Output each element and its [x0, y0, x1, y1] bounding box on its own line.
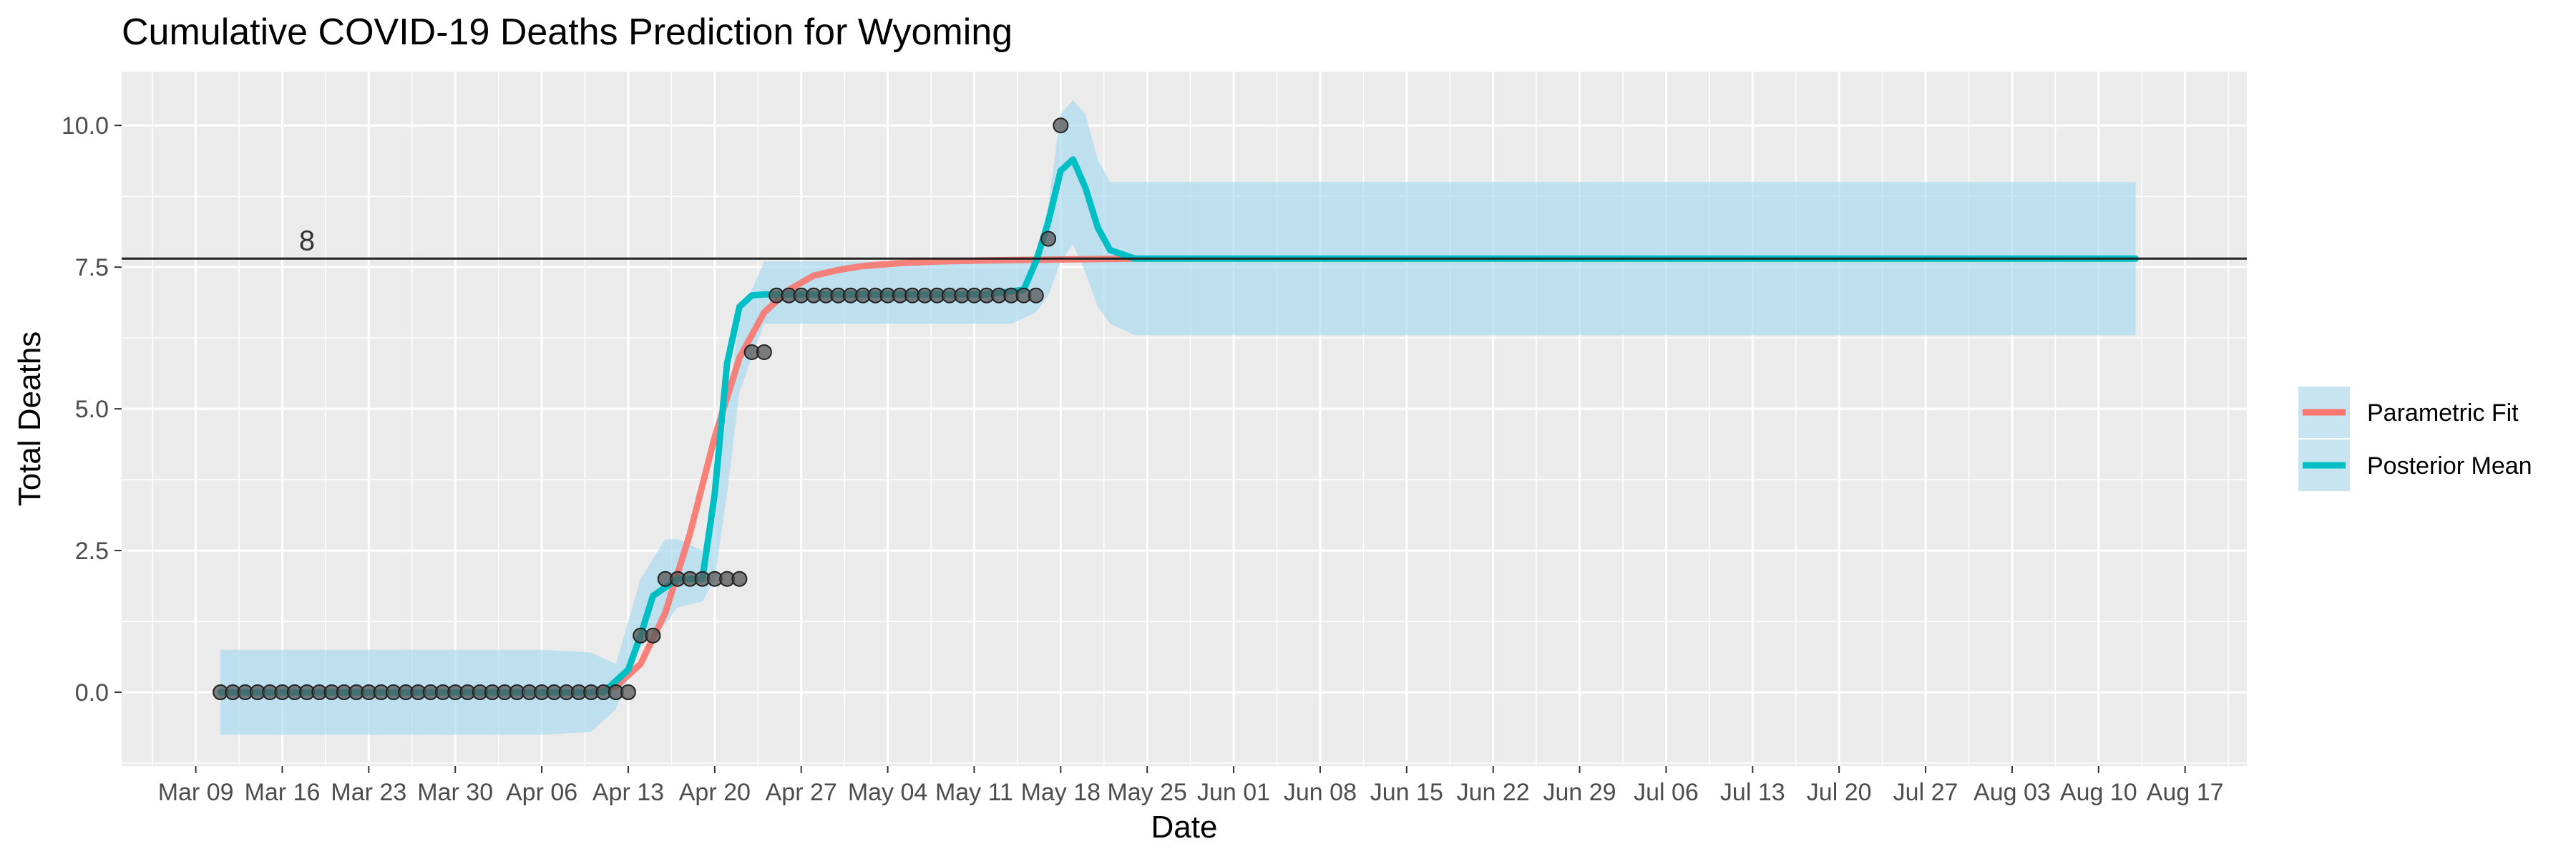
x-tick-label: Aug 10 — [2060, 779, 2137, 806]
x-tick-label: Jul 13 — [1720, 779, 1785, 806]
x-tick-label: Jul 27 — [1893, 779, 1958, 806]
chart-title: Cumulative COVID-19 Deaths Prediction fo… — [122, 11, 1013, 53]
x-tick-label: Mar 16 — [245, 779, 321, 806]
data-point — [731, 571, 748, 587]
x-tick-label: Jun 22 — [1457, 779, 1530, 806]
x-tick-label: Aug 03 — [1974, 779, 2051, 806]
data-point — [645, 627, 661, 644]
data-point — [1028, 287, 1044, 304]
data-point — [1040, 230, 1057, 247]
data-point — [1053, 117, 1069, 134]
legend-label: Posterior Mean — [2367, 452, 2532, 480]
legend: Parametric Fit Posterior Mean — [2298, 387, 2532, 491]
x-tick-label: Jul 20 — [1807, 779, 1872, 806]
x-tick-label: Aug 17 — [2147, 779, 2224, 806]
x-tick-label: Jun 15 — [1370, 779, 1443, 806]
y-tick-label: 0.0 — [75, 679, 109, 707]
x-tick-label: Apr 13 — [592, 779, 664, 806]
x-axis-title: Date — [1151, 810, 1218, 845]
x-tick-label: Apr 06 — [506, 779, 577, 806]
legend-label: Parametric Fit — [2367, 399, 2519, 427]
y-axis-title: Total Deaths — [12, 331, 47, 507]
data-point — [620, 684, 636, 701]
x-tick-label: Apr 20 — [679, 779, 751, 806]
grid-minor — [122, 72, 2247, 766]
x-tick-label: May 11 — [935, 779, 1013, 806]
x-tick-label: Jun 08 — [1284, 779, 1357, 806]
y-tick-label: 2.5 — [75, 538, 109, 565]
series-line-parametric-fit — [587, 255, 1138, 696]
x-tick-label: Jun 01 — [1197, 779, 1270, 806]
x-tick-label: Mar 23 — [331, 779, 406, 806]
data-point — [756, 344, 772, 360]
x-tick-label: May 25 — [1107, 779, 1187, 806]
y-tick-label: 5.0 — [75, 396, 109, 423]
x-axis: Mar 09 Mar 16 Mar 23 Mar 30 Apr 06 Apr 13 Apr … — [158, 766, 2224, 806]
x-tick-label: Mar 09 — [158, 779, 234, 806]
y-tick-label: 10.0 — [62, 112, 109, 140]
observed-points — [213, 117, 1069, 701]
y-axis: 0.0 2.5 5.0 7.5 10.0 — [62, 112, 122, 707]
x-tick-label: Apr 27 — [766, 779, 837, 806]
x-tick-label: Jun 29 — [1543, 779, 1616, 806]
x-tick-label: Jul 06 — [1634, 779, 1699, 806]
x-tick-label: May 04 — [848, 779, 928, 806]
x-tick-label: Mar 30 — [417, 779, 493, 806]
x-tick-label: May 18 — [1021, 779, 1101, 806]
reference-line-label: 8 — [299, 225, 315, 256]
y-tick-label: 7.5 — [75, 254, 109, 281]
